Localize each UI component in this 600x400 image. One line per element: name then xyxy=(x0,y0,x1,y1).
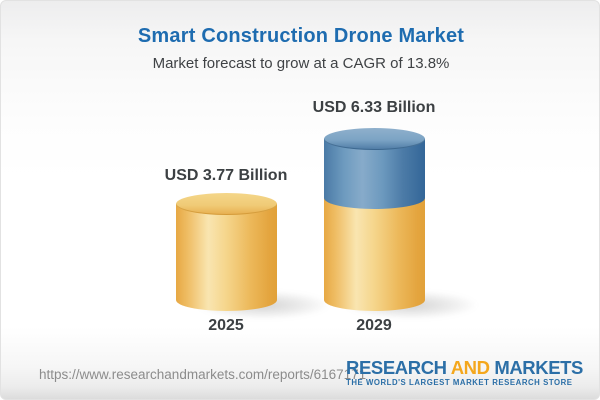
bar-2029-segment-growth xyxy=(324,128,425,209)
cylinder-body xyxy=(324,139,425,209)
chart-subtitle: Market forecast to grow at a CAGR of 13.… xyxy=(152,55,450,72)
chart-title: Smart Construction Drone Market xyxy=(137,25,465,47)
cylinder-top-face xyxy=(176,193,277,215)
logo-tagline: THE WORLD'S LARGEST MARKET RESEARCH STOR… xyxy=(346,378,573,388)
logo-wordmark: RESEARCH AND MARKETS xyxy=(346,358,583,377)
logo-word-and: AND xyxy=(450,357,490,378)
bar-2025-segment-base xyxy=(176,193,277,311)
cylinder-body xyxy=(324,198,425,311)
bar-2025-cylinder xyxy=(176,193,277,311)
research-and-markets-logo: RESEARCH AND MARKETS THE WORLD'S LARGEST… xyxy=(346,358,583,388)
bar-2029-segment-base xyxy=(324,198,425,311)
axis-label-2025: 2025 xyxy=(208,317,244,334)
value-label-2025: USD 3.77 Billion xyxy=(164,167,288,184)
bar-2029-cylinder xyxy=(324,128,425,311)
axis-label-2029: 2029 xyxy=(356,317,392,334)
report-url: https://www.researchandmarkets.com/repor… xyxy=(39,367,367,382)
cylinder-body xyxy=(176,204,277,311)
cylinder-top-face xyxy=(324,128,425,150)
logo-word-research: RESEARCH xyxy=(346,357,447,378)
value-label-2029: USD 6.33 Billion xyxy=(312,99,436,116)
logo-word-markets: MARKETS xyxy=(494,357,583,378)
